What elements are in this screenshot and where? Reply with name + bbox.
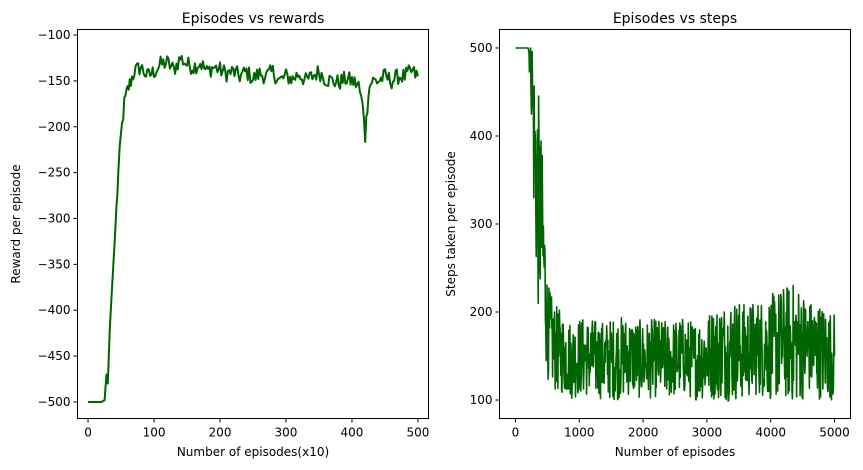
y-axis-label: Reward per episode [9,164,23,283]
rewards-chart: Episodes vs rewards Number of episodes(x… [9,11,429,459]
y-tick-label: 300 [470,217,493,231]
y-tick-label: 200 [470,305,493,319]
x-axis-label: Number of episodes [615,445,736,459]
y-tick-label: −500 [38,395,71,409]
chart-title: Episodes vs rewards [182,11,325,27]
y-tick-label: −150 [38,74,71,88]
x-tick-label: 1000 [564,426,595,440]
x-tick-label: 100 [143,426,166,440]
x-tick-label: 500 [406,426,429,440]
x-tick-label: 5000 [819,426,850,440]
tick-group: 0 100 200 300 400 500 −500 −450 −400 −350 −300 −250… [38,28,430,439]
y-tick-label: −100 [38,28,71,42]
y-tick-label: 500 [470,41,493,55]
x-tick-label: 0 [84,426,92,440]
y-tick-label: 100 [470,393,493,407]
series-line [88,54,419,403]
y-tick-label: −300 [38,211,71,225]
y-tick-label: 400 [470,129,493,143]
x-axis-label: Number of episodes(x10) [177,445,329,459]
axes-frame [77,29,429,419]
y-axis-label: Steps taken per episode [444,151,458,296]
chart-title: Episodes vs steps [613,11,737,27]
steps-chart: Episodes vs steps Number of episodes Ste… [444,11,851,459]
plot-area [88,54,419,403]
x-tick-label: 2000 [628,426,659,440]
y-tick-label: −200 [38,120,71,134]
x-tick-label: 300 [275,426,298,440]
x-tick-label: 400 [341,426,364,440]
tick-group: 0 1000 2000 3000 4000 5000 100 200 300 400 500 [470,41,850,440]
y-tick-label: −400 [38,303,71,317]
plot-area [515,47,836,402]
series-line [515,47,836,402]
x-tick-label: 0 [512,426,520,440]
y-tick-label: −350 [38,257,71,271]
x-tick-label: 4000 [755,426,786,440]
y-tick-label: −250 [38,166,71,180]
x-tick-label: 200 [209,426,232,440]
y-tick-label: −450 [38,349,71,363]
x-tick-label: 3000 [692,426,723,440]
